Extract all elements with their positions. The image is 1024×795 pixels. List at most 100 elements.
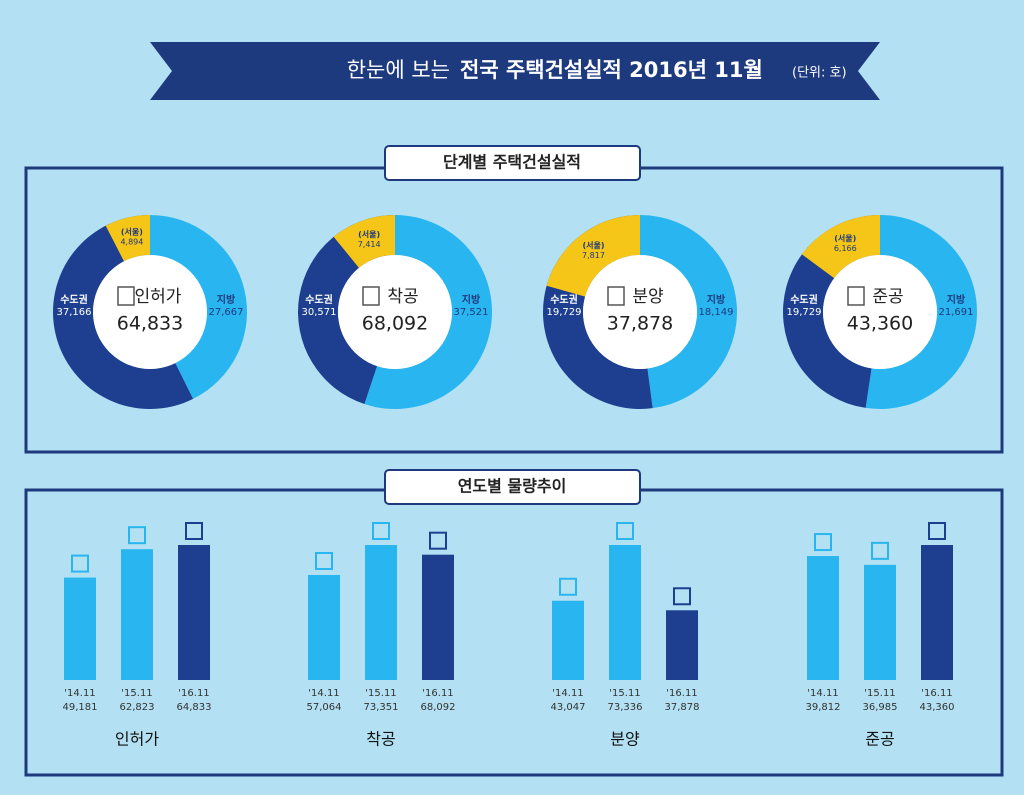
segment-label: 수도권 bbox=[790, 294, 818, 306]
icon bbox=[871, 541, 889, 560]
x-tick-label: '14.11 bbox=[807, 688, 838, 699]
bar-value-label: 64,833 bbox=[177, 702, 212, 713]
icon bbox=[362, 286, 380, 306]
donut-title: 인허가 bbox=[135, 287, 182, 307]
donut-title: 준공 bbox=[872, 287, 903, 307]
title-light: 한눈에 보는 bbox=[347, 58, 450, 82]
bar-chart-title: 준공 bbox=[865, 730, 894, 749]
bar bbox=[864, 564, 896, 680]
x-tick-label: '14.11 bbox=[308, 688, 339, 699]
icon bbox=[372, 522, 390, 540]
x-tick-label: '14.11 bbox=[552, 688, 583, 699]
bar-value-label: 36,985 bbox=[863, 702, 898, 713]
x-tick-label: '16.11 bbox=[666, 688, 697, 699]
bar-value-label: 62,823 bbox=[120, 702, 155, 713]
section-title: 연도별 물량추이 bbox=[458, 477, 567, 496]
unit-label: (단위: 호) bbox=[792, 66, 847, 81]
donut-title: 분양 bbox=[632, 287, 663, 307]
section-title: 단계별 주택건설실적 bbox=[443, 153, 581, 172]
title-banner bbox=[150, 42, 880, 100]
segment-label: (서울) bbox=[121, 227, 143, 237]
donut-center bbox=[338, 255, 452, 369]
segment-label: 지방 bbox=[217, 293, 236, 306]
bar-value-label: 43,047 bbox=[551, 702, 586, 713]
bar-value-label: 73,351 bbox=[364, 702, 399, 713]
donut-segment bbox=[53, 215, 194, 409]
x-tick-label: '15.11 bbox=[365, 688, 396, 699]
segment-value: 21,691 bbox=[939, 307, 974, 318]
section-title-box bbox=[384, 469, 641, 505]
segment-label: 지방 bbox=[462, 293, 481, 306]
x-tick-label: '15.11 bbox=[121, 688, 152, 699]
bar-value-label: 49,181 bbox=[63, 702, 98, 713]
x-tick-label: '15.11 bbox=[864, 688, 895, 699]
icon bbox=[185, 522, 203, 540]
donut-total: 37,878 bbox=[607, 313, 673, 335]
segment-value: 7,414 bbox=[358, 240, 381, 249]
segment-value: 19,729 bbox=[787, 307, 822, 318]
x-tick-label: '16.11 bbox=[921, 688, 952, 699]
segment-label: 수도권 bbox=[550, 294, 578, 306]
bar-value-label: 68,092 bbox=[421, 702, 456, 713]
x-tick-label: '16.11 bbox=[422, 688, 453, 699]
bar bbox=[609, 545, 641, 680]
icon bbox=[128, 526, 146, 545]
icon bbox=[607, 286, 625, 306]
donut-total: 64,833 bbox=[117, 313, 183, 335]
donut-segment bbox=[364, 215, 493, 410]
segment-value: 30,571 bbox=[302, 307, 337, 318]
x-tick-label: '16.11 bbox=[178, 688, 209, 699]
segment-value: 7,817 bbox=[582, 251, 605, 260]
icon bbox=[616, 522, 634, 540]
segment-label: 지방 bbox=[707, 293, 726, 306]
donut-center bbox=[93, 255, 207, 369]
donut-segment bbox=[298, 215, 395, 405]
segment-value: 37,521 bbox=[454, 307, 489, 318]
bar bbox=[64, 577, 96, 680]
donut-segment bbox=[546, 215, 640, 297]
bar bbox=[422, 554, 454, 680]
icon bbox=[814, 533, 832, 552]
segment-value: 19,729 bbox=[547, 307, 582, 318]
donut-total: 43,360 bbox=[847, 313, 913, 335]
donut-segment bbox=[150, 215, 248, 399]
icon bbox=[928, 522, 946, 540]
segment-label: (서울) bbox=[582, 240, 604, 250]
x-tick-label: '14.11 bbox=[64, 688, 95, 699]
bar bbox=[178, 545, 210, 680]
segment-label: (서울) bbox=[358, 229, 380, 239]
donut-segment bbox=[783, 215, 880, 408]
icon bbox=[429, 531, 447, 550]
x-tick-label: '15.11 bbox=[609, 688, 640, 699]
donut-segment bbox=[865, 215, 978, 410]
segment-value: 4,894 bbox=[120, 238, 143, 247]
bar bbox=[807, 556, 839, 680]
donut-center bbox=[583, 255, 697, 369]
icon bbox=[559, 577, 577, 596]
donut-segment bbox=[640, 215, 737, 409]
icon bbox=[315, 551, 333, 570]
segment-label: (서울) bbox=[834, 233, 856, 243]
icon bbox=[117, 286, 135, 306]
bar bbox=[921, 545, 953, 680]
bar-chart-title: 인허가 bbox=[115, 730, 159, 749]
donut-total: 68,092 bbox=[362, 313, 428, 335]
bar bbox=[666, 610, 698, 680]
donut-segment bbox=[333, 215, 395, 268]
icon bbox=[847, 286, 865, 306]
bar-value-label: 43,360 bbox=[920, 702, 955, 713]
segment-value: 18,149 bbox=[699, 307, 734, 318]
segment-label: 수도권 bbox=[305, 294, 333, 306]
donut-segment bbox=[105, 215, 150, 262]
segment-label: 수도권 bbox=[60, 294, 88, 306]
bar-chart-title: 착공 bbox=[366, 730, 395, 749]
bar bbox=[308, 574, 340, 680]
icon bbox=[71, 554, 89, 573]
icon bbox=[673, 587, 691, 606]
section-title-box bbox=[384, 145, 641, 181]
bar bbox=[365, 545, 397, 680]
segment-value: 37,166 bbox=[57, 307, 92, 318]
bar-value-label: 57,064 bbox=[307, 702, 342, 713]
bar bbox=[552, 600, 584, 680]
